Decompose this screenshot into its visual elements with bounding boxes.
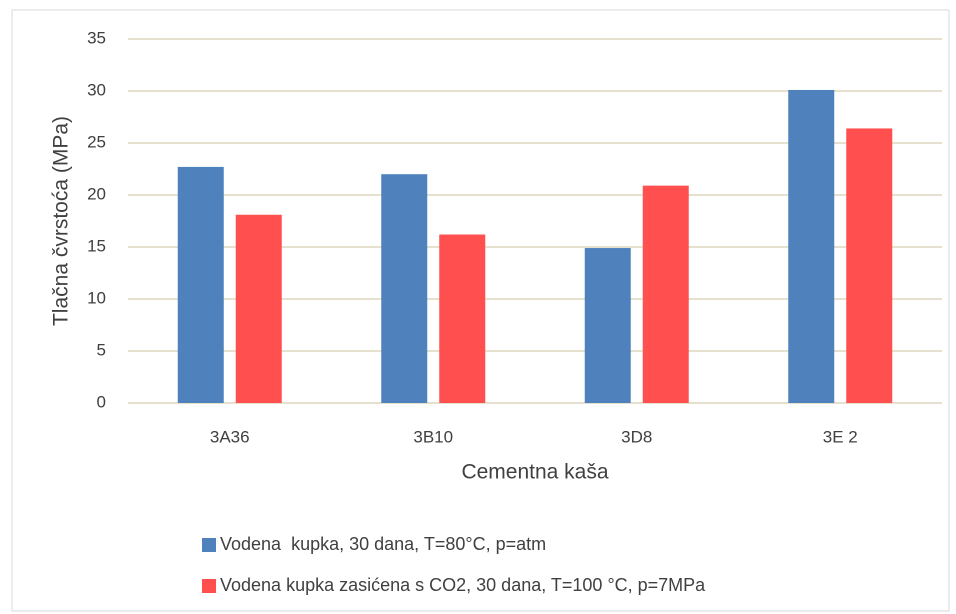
- bar: [584, 248, 631, 403]
- legend-swatch: [202, 538, 216, 552]
- y-tick-label: 15: [87, 236, 106, 255]
- y-tick-label: 25: [87, 132, 106, 151]
- y-tick-label: 5: [97, 340, 106, 359]
- bar: [235, 214, 282, 403]
- y-tick-label: 30: [87, 80, 106, 99]
- x-tick-label: 3A36: [210, 427, 250, 446]
- y-tick-label: 10: [87, 288, 106, 307]
- y-tick-label: 35: [87, 28, 106, 47]
- legend-label: Vodena kupka zasićena s CO2, 30 dana, T=…: [220, 575, 706, 595]
- x-tick-label: 3B10: [413, 427, 453, 446]
- y-axis-title: Tlačna čvrstoća (MPa): [50, 116, 73, 326]
- legend-label: Vodena kupka, 30 dana, T=80°C, p=atm: [220, 534, 546, 554]
- bar: [381, 174, 428, 403]
- bar: [642, 185, 689, 403]
- x-tick-label: 3E 2: [823, 427, 858, 446]
- bar: [846, 128, 893, 403]
- bar: [177, 166, 224, 403]
- y-tick-label: 20: [87, 184, 106, 203]
- x-axis-title: Cementna kaša: [461, 461, 608, 484]
- legend-swatch: [202, 579, 216, 593]
- x-tick-label: 3D8: [621, 427, 652, 446]
- bar: [439, 234, 486, 403]
- y-tick-label: 0: [97, 392, 106, 411]
- bar: [788, 89, 835, 404]
